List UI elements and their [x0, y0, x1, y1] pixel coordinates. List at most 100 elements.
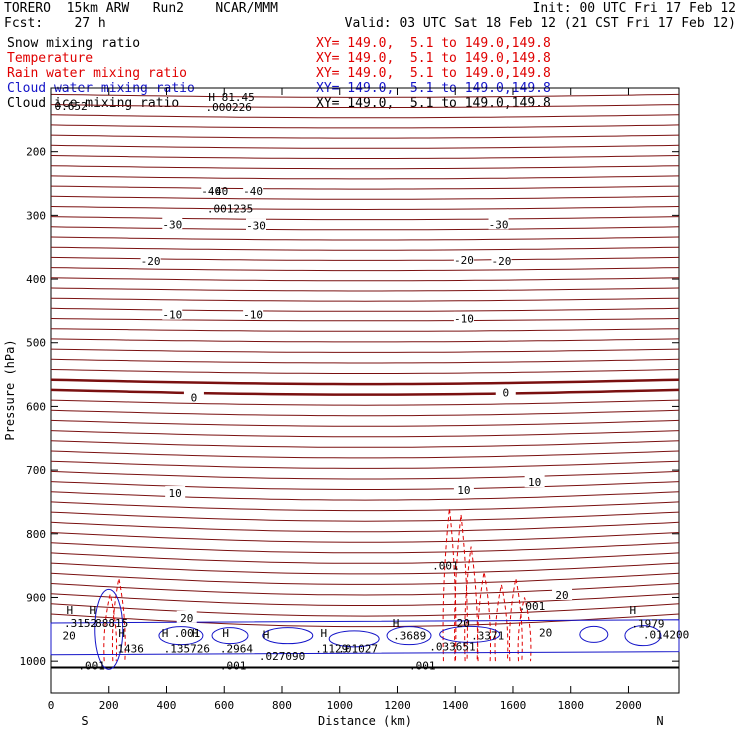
isotherm-line [50, 297, 680, 302]
cloud-water-contour [158, 626, 204, 646]
x-tick-label: 1000 [326, 699, 353, 712]
cloud-water-contour [439, 625, 501, 643]
isotherm-line [50, 236, 680, 241]
field-name-rain: Rain water mixing ratio [7, 66, 188, 81]
value-label: .3371 [471, 630, 504, 643]
isotherm-line [50, 552, 680, 564]
moisture-contours [50, 508, 680, 670]
isotherm-line [50, 185, 680, 190]
cloud-water-contour [624, 625, 662, 647]
cloud-water-contour [579, 625, 609, 643]
isotherm-line [50, 603, 680, 617]
temperature-label-bg [176, 610, 197, 623]
value-label: .1129 [315, 642, 348, 655]
temperature-label-bg [162, 307, 183, 320]
value-label: H 81.45 [208, 91, 254, 104]
value-label: .3152 [64, 617, 97, 630]
isotherm-line [50, 358, 680, 364]
isotherm-line [50, 328, 680, 332]
model-title: TORERO 15km ARW Run2 NCAR/MMM [4, 1, 278, 16]
y-tick-label: 800 [26, 528, 46, 541]
isotherm-line [50, 246, 680, 251]
temperature-label: -20 [141, 255, 161, 268]
temperature-label: -30 [162, 218, 182, 231]
temperature-label: -10 [162, 309, 182, 322]
y-tick-label: 500 [26, 337, 46, 350]
forecast-hour: Fcst: 27 h [4, 16, 106, 31]
isotherm-line [50, 175, 680, 180]
temperature-label: -20 [454, 254, 474, 267]
value-label: .027090 [259, 650, 305, 663]
value-label: .3689 [393, 630, 426, 643]
max-marker: H [66, 604, 73, 617]
isotherm-line [50, 206, 680, 211]
value-label: -40 [208, 185, 228, 198]
value-label: .2964 [220, 642, 253, 655]
temperature-label: 0 [191, 392, 198, 405]
temperature-label-bg [453, 252, 474, 265]
rain-contour [111, 578, 126, 662]
isotherm-line [50, 562, 680, 575]
isotherm-line [50, 440, 680, 448]
field-name-temperature: Temperature [7, 51, 94, 66]
isotherm-line [50, 399, 680, 406]
x-tick-label: 1200 [384, 699, 411, 712]
isotherm-line [50, 491, 680, 501]
x-tick-label: 0 [48, 699, 55, 712]
max-marker: H [162, 627, 169, 640]
cloud-water-contour [262, 627, 314, 645]
rain-contour [454, 514, 468, 662]
temperature-label-bg [162, 217, 183, 230]
field-info-temperature: XY= 149.0, 5.1 to 149.0,149.8 [316, 51, 551, 66]
init-time: Init: 00 UTC Fri 17 Feb 12 [532, 1, 737, 16]
y-tick-label: 300 [26, 209, 46, 222]
temperature-label-bg [183, 390, 204, 403]
isotherm-line [50, 144, 680, 149]
rain-contour [517, 597, 532, 662]
temperature-label-bg [524, 475, 545, 488]
isotherm-line [50, 124, 680, 129]
value-label: .001 [432, 560, 459, 573]
temperature-label: -10 [243, 309, 263, 322]
x-end-left: S [81, 714, 88, 728]
y-tick-label: 700 [26, 464, 46, 477]
temperature-label-bg [488, 217, 509, 230]
max-marker: H [118, 627, 125, 640]
rain-contour [103, 594, 118, 662]
value-label: 20 [539, 627, 552, 640]
rain-contour [477, 571, 492, 662]
max-marker: H [393, 617, 400, 630]
x-tick-label: 2000 [615, 699, 642, 712]
temperature-label: 0 [502, 386, 509, 399]
max-marker: H [222, 627, 229, 640]
cloud-water-contour [211, 627, 249, 645]
max-marker: H [629, 604, 636, 617]
isotherm-line [50, 155, 680, 159]
temperature-label: -20 [491, 255, 511, 268]
isotherm-line [50, 348, 680, 353]
value-label: .001 [409, 660, 436, 673]
isotherm-line [50, 307, 680, 312]
temperature-label: 10 [169, 487, 182, 500]
temperature-contours [50, 93, 680, 669]
temperature-label-bg [491, 254, 512, 267]
y-tick-label: 1000 [20, 655, 47, 668]
value-label: .000226 [205, 101, 251, 114]
value-label: .001235 [207, 202, 253, 215]
temperature-label: 20 [180, 612, 193, 625]
isotherm-line [50, 450, 680, 459]
rain-contour [464, 546, 479, 662]
max-marker: H [321, 627, 328, 640]
y-tick-label: 600 [26, 400, 46, 413]
isotherm-line [50, 511, 680, 522]
value-label: 20 [63, 630, 76, 643]
isotherm-line [50, 501, 680, 512]
isotherm-line [50, 93, 680, 98]
x-axis-label: Distance (km) [318, 714, 412, 728]
isotherm-line [50, 593, 680, 606]
y-tick-label: 900 [26, 591, 46, 604]
isotherm-line [50, 165, 680, 170]
isotherm-line [50, 542, 680, 554]
value-label: .001 [78, 660, 105, 673]
